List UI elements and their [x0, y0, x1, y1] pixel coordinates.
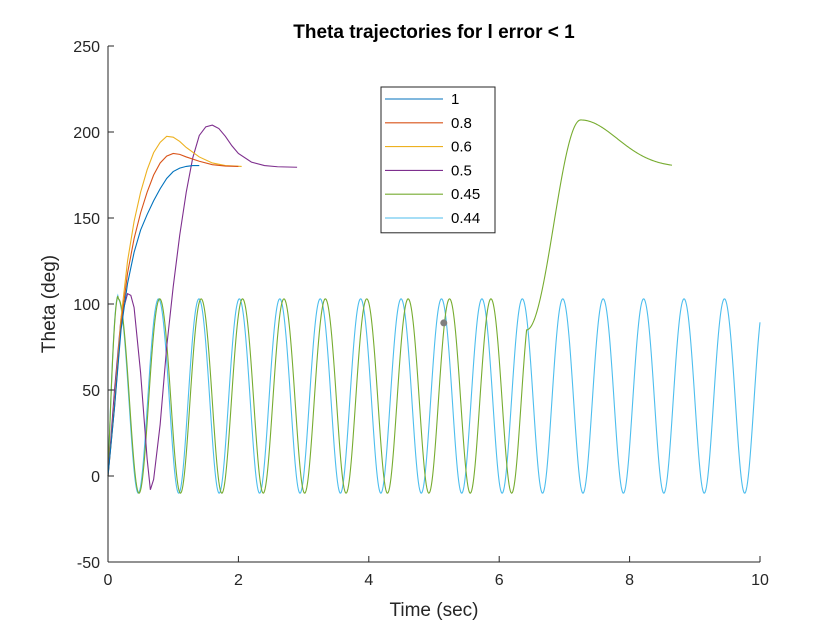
- y-tick-label: 150: [73, 211, 100, 228]
- series-line-0-6: [107, 135, 242, 477]
- x-tick-label: 0: [104, 572, 113, 589]
- series-line-0-8: [107, 152, 239, 477]
- series-line-0-5: [107, 124, 298, 490]
- series-layer: [107, 119, 761, 494]
- legend-entry-label: 0.5: [451, 162, 472, 179]
- x-tick-label: 6: [495, 572, 504, 589]
- y-axis-label: Theta (deg): [39, 255, 60, 353]
- y-tick-label: -50: [77, 555, 100, 572]
- chart-title: Theta trajectories for l error < 1: [293, 22, 575, 43]
- legend-entry-label: 0.8: [451, 115, 472, 132]
- legend-entry-label: 0.44: [451, 210, 480, 227]
- legend: 1 0.8 0.6 0.5 0.45 0.44: [380, 86, 496, 234]
- series-line-1: [107, 164, 200, 477]
- annotation-point: [440, 319, 448, 327]
- x-tick-label: 8: [625, 572, 634, 589]
- series-line-0-44: [107, 293, 761, 494]
- legend-entry-label: 0.6: [451, 139, 472, 156]
- y-tick-label: 200: [73, 125, 100, 142]
- y-tick-label: 0: [91, 469, 100, 486]
- legend-entry-label: 0.45: [451, 186, 480, 203]
- x-axis-label: Time (sec): [389, 600, 478, 621]
- legend-entry-label: 1: [451, 91, 459, 108]
- x-tick-label: 10: [751, 572, 769, 589]
- y-tick-label: 100: [73, 297, 100, 314]
- x-tick-label: 4: [364, 572, 373, 589]
- y-tick-label: 250: [73, 39, 100, 56]
- x-tick-label: 2: [234, 572, 243, 589]
- series-line-0-45: [107, 119, 673, 494]
- y-tick-label: 50: [82, 383, 100, 400]
- legend-box: [380, 86, 496, 234]
